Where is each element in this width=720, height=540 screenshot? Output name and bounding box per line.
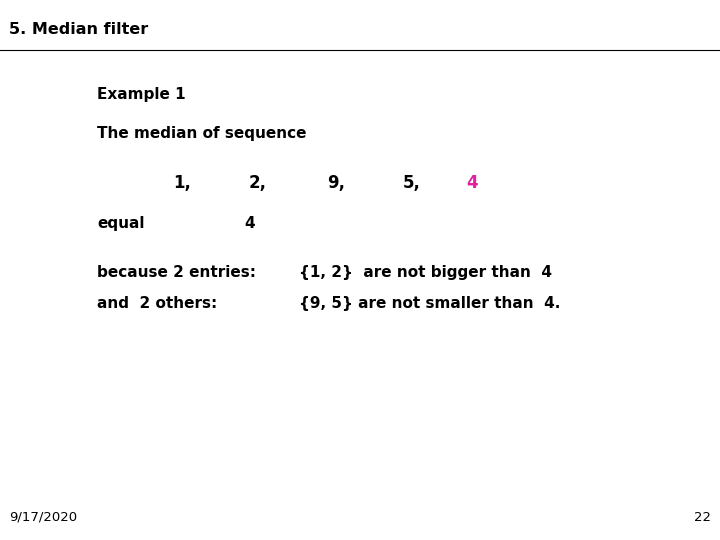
Text: 5,: 5,	[403, 174, 421, 192]
Text: Example 1: Example 1	[97, 87, 186, 103]
Text: equal: equal	[97, 216, 145, 231]
Text: 4: 4	[467, 174, 478, 192]
Text: because 2 entries:: because 2 entries:	[97, 265, 256, 280]
Text: 1,: 1,	[173, 174, 191, 192]
Text: 4: 4	[245, 216, 256, 231]
Text: {9, 5} are not smaller than  4.: {9, 5} are not smaller than 4.	[299, 296, 560, 311]
Text: 9,: 9,	[328, 174, 346, 192]
Text: 2,: 2,	[248, 174, 266, 192]
Text: {1, 2}  are not bigger than  4: {1, 2} are not bigger than 4	[299, 265, 552, 280]
Text: 5. Median filter: 5. Median filter	[9, 22, 148, 37]
Text: 22: 22	[693, 511, 711, 524]
Text: 9/17/2020: 9/17/2020	[9, 511, 78, 524]
Text: The median of sequence: The median of sequence	[97, 126, 307, 141]
Text: and  2 others:: and 2 others:	[97, 296, 217, 311]
